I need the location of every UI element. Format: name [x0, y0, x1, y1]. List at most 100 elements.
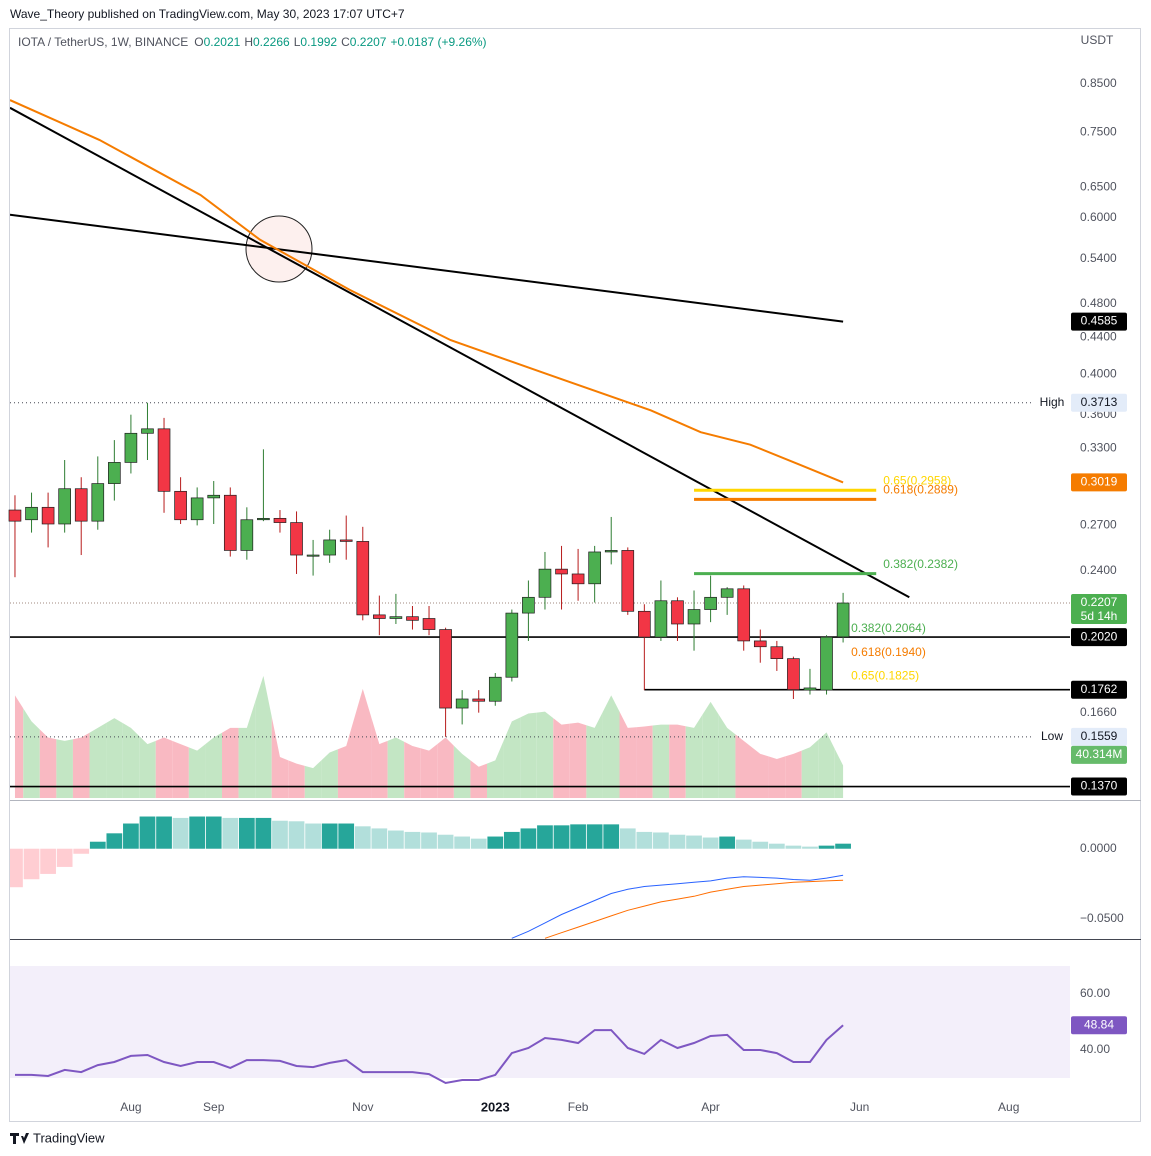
candle-body: [439, 629, 452, 709]
candle-body: [803, 687, 817, 691]
candle-body: [257, 517, 270, 521]
x-tick-label: Feb: [568, 1100, 589, 1114]
candle-body: [753, 640, 767, 648]
volume-area: [636, 725, 653, 798]
candle-body: [720, 588, 734, 598]
candle-body: [25, 506, 38, 521]
legend: IOTA / TetherUS, 1W, BINANCE O0.2021 H0.22…: [18, 35, 487, 49]
macd-histogram-bar: [56, 848, 73, 867]
volume-area: [188, 744, 206, 798]
y-tick-label: 0.2400: [1080, 563, 1117, 577]
ohlc-letter: L: [294, 35, 301, 49]
last-price: 0.2207: [1081, 595, 1118, 609]
volume-area: [718, 714, 736, 798]
macd-layer: [10, 816, 851, 939]
publisher: Wave_Theory published on TradingView.com…: [10, 7, 405, 21]
labels-layer: 0.8500 0.7500 0.6500 0.6000 0.5400 0.4800 0.44…: [120, 76, 1127, 1114]
volume-area: [520, 712, 537, 798]
macd-histogram-bar: [503, 831, 520, 849]
macd-histogram-bar: [139, 816, 156, 849]
fib-label: 0.382(0.2382): [883, 557, 958, 571]
macd-histogram-bar: [421, 832, 437, 849]
low-name-tag: [1034, 727, 1070, 746]
volume-area: [14, 695, 24, 798]
volume-area: [470, 760, 487, 798]
candle-body: [621, 550, 635, 612]
macd-histogram-bar: [586, 824, 603, 849]
candles-layer: [8, 402, 850, 737]
volume-area: [139, 735, 156, 798]
macd-histogram-bar: [752, 841, 769, 849]
level-value-tag: [1071, 777, 1127, 796]
brand-name: TradingView: [33, 1130, 105, 1145]
macd-histogram-bar: [354, 826, 371, 849]
price-lines-layer: [10, 99, 1070, 788]
macd-histogram-bar: [835, 843, 851, 849]
y-tick-label: 40.00: [1080, 1042, 1110, 1056]
high-value: 0.3713: [1081, 395, 1118, 409]
candle-body: [240, 519, 254, 551]
macd-histogram-bar: [702, 837, 719, 849]
volume-area: [89, 723, 107, 798]
fib-label: 0.65(0.1825): [851, 668, 919, 682]
candle-body: [687, 609, 701, 625]
y-tick-label: 0.4000: [1080, 366, 1117, 380]
candle-body: [455, 698, 469, 709]
volume-value: 40.314M: [1076, 747, 1123, 761]
macd-histogram-bar: [487, 836, 504, 849]
x-tick-label: Sep: [203, 1100, 225, 1114]
macd-histogram-bar: [189, 816, 206, 849]
macd-histogram-bar: [785, 845, 802, 849]
volume-area: [255, 675, 272, 798]
high-value: 0.2266: [253, 35, 290, 49]
candle-body: [108, 462, 121, 484]
volume-area: [619, 711, 637, 798]
volume-area: [834, 748, 844, 798]
volume-area: [155, 737, 173, 798]
rsi-band: [10, 966, 1070, 1078]
volume-area: [404, 741, 421, 798]
macd-histogram-bar: [10, 848, 23, 888]
high-name: High: [1040, 395, 1065, 409]
y-tick-label: 0.5400: [1080, 251, 1117, 265]
low-value: 0.1559: [1081, 729, 1118, 743]
candle-body: [8, 509, 22, 522]
volume-area: [652, 724, 670, 798]
candle-body: [373, 614, 386, 619]
candle-body: [190, 497, 204, 521]
macd-histogram-bar: [520, 828, 537, 849]
volume-area: [72, 732, 90, 798]
y-tick-label: −0.0500: [1080, 911, 1124, 925]
x-tick-label: Aug: [120, 1100, 141, 1114]
y-tick-label: 0.4400: [1080, 330, 1117, 344]
trendline: [10, 213, 844, 323]
volume-area: [685, 714, 703, 798]
volume-area: [503, 717, 521, 798]
macd-histogram-bar: [388, 830, 404, 849]
macd-histogram-bar: [321, 823, 338, 849]
ema-line: [10, 99, 844, 484]
currency: USDT: [1081, 33, 1114, 47]
level-value: 0.1762: [1081, 682, 1118, 696]
candle-body: [588, 551, 601, 585]
rsi-layer: [10, 966, 1070, 1085]
volume-area: [785, 750, 802, 798]
candle-body: [74, 488, 88, 522]
ema-value: 0.3019: [1081, 475, 1118, 489]
macd-histogram-bar: [89, 841, 106, 849]
candle-body: [323, 539, 336, 556]
macd-histogram-bar: [619, 828, 636, 849]
candle-body: [704, 596, 717, 610]
macd-histogram-bar: [172, 817, 189, 849]
macd-histogram-bar: [636, 831, 653, 849]
candle-body: [58, 488, 71, 525]
fib-label: 0.382(0.2064): [851, 621, 926, 635]
ohlc-letter: O: [194, 35, 203, 49]
candle-body: [671, 600, 684, 625]
macd-histogram-bar: [238, 817, 255, 849]
macd-histogram-bar: [205, 816, 222, 849]
macd-histogram-bar: [669, 834, 686, 849]
low-value: 0.1992: [300, 35, 337, 49]
candle-body: [124, 432, 138, 463]
volume-area: [669, 724, 686, 798]
